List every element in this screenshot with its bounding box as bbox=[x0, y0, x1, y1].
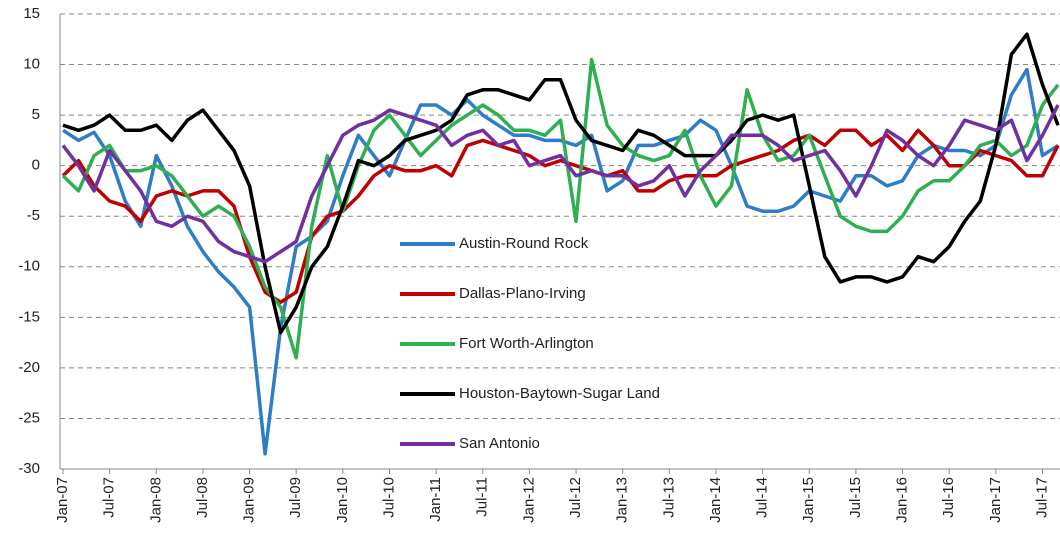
x-tick-label: Jul-07 bbox=[101, 477, 118, 518]
x-tick-label: Jul-09 bbox=[287, 477, 304, 518]
y-tick-label: 5 bbox=[32, 106, 40, 123]
grid bbox=[59, 13, 1060, 474]
series-line bbox=[61, 128, 1060, 304]
x-tick-label: Jul-08 bbox=[194, 477, 211, 518]
y-tick-label: -5 bbox=[27, 207, 40, 224]
x-tick-label: Jan-11 bbox=[427, 477, 444, 522]
y-tick-label: 15 bbox=[23, 5, 40, 22]
x-tick-label: Jan-15 bbox=[800, 477, 817, 523]
legend-label: Dallas-Plano-Irving bbox=[459, 285, 586, 302]
y-tick-label: -20 bbox=[18, 359, 40, 376]
x-tick-label: Jan-13 bbox=[614, 477, 631, 523]
series-line bbox=[62, 32, 1060, 335]
x-tick-label: Jul-11 bbox=[474, 477, 491, 517]
y-tick-label: -25 bbox=[18, 409, 40, 426]
series-line bbox=[62, 67, 1059, 456]
x-tick-label: Jan-09 bbox=[241, 477, 258, 523]
y-tick-label: -30 bbox=[18, 460, 40, 477]
x-tick-label: Jul-17 bbox=[1033, 477, 1050, 518]
x-tick-label: Jan-12 bbox=[520, 477, 537, 523]
x-tick-label: Jan-10 bbox=[334, 477, 351, 523]
x-tick-label: Jan-17 bbox=[987, 477, 1004, 523]
x-tick-label: Jan-14 bbox=[707, 477, 724, 523]
y-tick-label: -10 bbox=[18, 258, 40, 275]
x-tick-label: Jul-10 bbox=[380, 477, 397, 518]
x-tick-label: Jul-13 bbox=[660, 477, 677, 518]
legend-label: Houston-Baytown-Sugar Land bbox=[459, 385, 660, 402]
y-tick-label: 0 bbox=[32, 157, 40, 174]
legend-label: San Antonio bbox=[459, 435, 540, 452]
legend-label: Austin-Round Rock bbox=[459, 235, 589, 252]
x-tick-label: Jan-07 bbox=[54, 477, 71, 523]
y-tick-label: 10 bbox=[23, 56, 40, 73]
x-tick-label: Jul-14 bbox=[754, 477, 771, 518]
labels: -30 -25 -20 -15 -10 -5 0 5 10 15 Jan-07 Jul-07 Jan-0… bbox=[18, 5, 1050, 523]
x-tick-label: Jul-15 bbox=[847, 477, 864, 518]
legend-label: Fort Worth-Arlington bbox=[459, 335, 594, 352]
x-tick-label: Jul-16 bbox=[940, 477, 957, 518]
lines bbox=[61, 32, 1060, 456]
x-tick-label: Jan-16 bbox=[894, 477, 911, 523]
series-line bbox=[61, 57, 1060, 360]
x-tick-label: Jul-12 bbox=[567, 477, 584, 518]
x-tick-label: Jan-08 bbox=[147, 477, 164, 523]
series-line bbox=[61, 104, 1060, 264]
y-tick-label: -15 bbox=[18, 308, 40, 325]
